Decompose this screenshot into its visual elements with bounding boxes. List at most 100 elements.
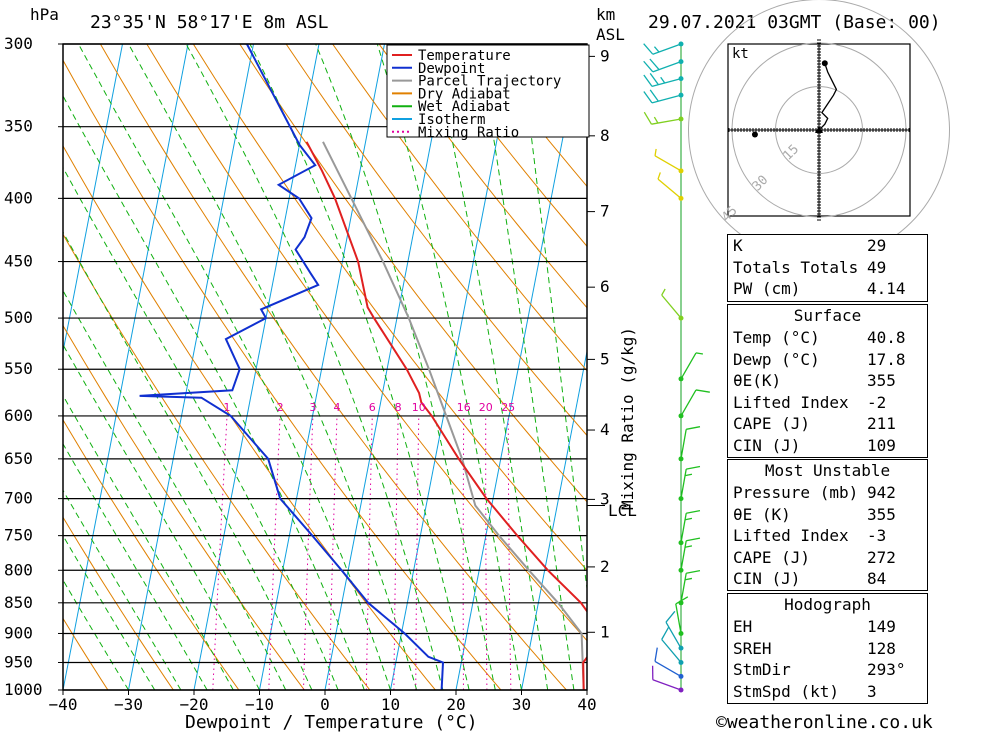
legend-label: Parcel Trajectory: [418, 74, 561, 90]
wind-barb-staff: [654, 660, 682, 677]
row-label: K: [733, 236, 743, 255]
legend-label: Dewpoint: [418, 61, 485, 77]
table-row: CIN (J) 109: [728, 435, 927, 457]
wind-barb-feather: [653, 46, 660, 53]
row-value: 149: [867, 617, 896, 636]
wet-adiabat-line: [315, 44, 496, 690]
dry-adiabat-line: [63, 516, 174, 690]
wind-barb-staff: [661, 294, 682, 319]
height-tick-label: 3: [600, 489, 610, 508]
row-value: 211: [867, 414, 896, 433]
pressure-tick-label: 500: [4, 308, 33, 327]
wind-barb-feather: [684, 577, 693, 581]
row-label: Totals Totals: [733, 257, 859, 277]
temperature-tick-label: −10: [245, 695, 274, 714]
wind-barb-staff: [654, 155, 682, 172]
mixing-ratio-tick-label: 1: [224, 401, 231, 414]
legend-label: Dry Adiabat: [418, 86, 511, 102]
lcl-label: LCL: [608, 501, 637, 520]
hodograph-table-title: Hodograph: [784, 595, 871, 614]
row-label: θE (K): [733, 504, 791, 524]
wet-adiabat-line: [431, 44, 549, 690]
table-row: StmDir 293°: [728, 659, 927, 681]
isotherm-line: [259, 44, 385, 690]
surface-title: Surface: [793, 306, 862, 325]
wind-barb-feather: [686, 537, 701, 542]
hodograph-table: Hodograph EH 149 SREH 128 StmDir 293° StmSpd (…: [727, 593, 928, 704]
pressure-tick-label: 800: [4, 560, 33, 579]
row-label: Pressure (mb): [733, 483, 859, 502]
table-row: Lifted Index -2: [728, 392, 927, 414]
wind-barb-feather: [695, 352, 704, 355]
temperature-axis: −40 −30 −20 −10 0 10 20 30 40: [49, 690, 597, 714]
wind-barb-feather: [675, 596, 689, 605]
dewpoint-line: [139, 44, 445, 690]
wind-barb-feather: [649, 72, 659, 86]
wet-adiabat-line: [78, 44, 391, 690]
row-label: PW (cm): [733, 279, 801, 298]
table-row: Lifted Index -3: [728, 525, 927, 547]
row-label: Temp (°C): [733, 328, 820, 347]
wind-barb-staff: [680, 540, 687, 571]
mixing-ratio-tick-label: 25: [501, 401, 515, 414]
storm-motion-dot: [751, 131, 758, 138]
temperature-tick-label: 40: [577, 695, 596, 714]
wind-barb-feather: [661, 626, 670, 640]
row-value: 49: [867, 257, 887, 277]
row-label: CAPE (J): [733, 547, 811, 567]
isotherm-line: [63, 44, 189, 690]
pressure-tick-label: 650: [4, 449, 33, 468]
dry-adiabat-line: [63, 324, 305, 690]
wet-adiabat-line: [519, 44, 587, 593]
height-tick-label: 1: [600, 622, 610, 641]
wind-barb-staff: [680, 573, 687, 603]
wind-barb-staff: [665, 621, 682, 649]
temperature-tick-label: 0: [320, 695, 330, 714]
wind-barb-staff: [651, 78, 682, 88]
wind-barb-staff: [680, 513, 687, 543]
row-value: 84: [867, 569, 887, 588]
table-row: Totals Totals 49: [728, 257, 927, 279]
datetime-title: 29.07.2021 03GMT (Base: 00): [648, 12, 941, 33]
mixing-ratio-line: [462, 415, 465, 690]
isotherm-line: [455, 44, 582, 690]
legend-label: Wet Adiabat: [418, 99, 511, 115]
dry-adiabat-line: [63, 233, 371, 690]
pressure-tick-label: 550: [4, 359, 33, 378]
row-value: -3: [867, 526, 887, 545]
row-label: StmSpd (kt): [733, 681, 839, 701]
dry-adiabat-line: [425, 44, 587, 248]
x-axis-label: Dewpoint / Temperature (°C): [185, 712, 478, 733]
table-row: CAPE (J) 211: [728, 413, 927, 435]
wet-adiabat-line: [63, 166, 339, 690]
wind-barb-staff: [680, 389, 697, 417]
pressure-tick-label: 900: [4, 623, 33, 642]
location-title: 23°35'N 58°17'E 8m ASL: [90, 12, 329, 33]
row-value: -2: [867, 392, 887, 412]
row-value: 3: [867, 681, 877, 701]
row-label: CAPE (J): [733, 414, 811, 433]
hodograph-trace: [820, 63, 838, 130]
wind-barb-staff: [651, 118, 682, 125]
wind-barb-staff: [652, 60, 682, 73]
isotherm-line: [324, 44, 451, 690]
isotherm-line: [63, 44, 123, 355]
wind-barb-feather: [686, 509, 701, 514]
height-tick-label: 2: [600, 557, 610, 576]
table-row: CIN (J) 84: [728, 568, 927, 590]
height-tick-label: 6: [600, 277, 610, 296]
isotherm-line: [128, 44, 254, 690]
table-row: Temp (°C) 40.8: [728, 327, 927, 349]
dry-adiabat-line: [63, 617, 109, 690]
row-value: 29: [867, 236, 887, 255]
dry-adiabat-line: [332, 44, 587, 372]
wind-barb-staff: [680, 352, 697, 380]
wet-adiabat-line: [63, 94, 365, 690]
most-unstable-table: Most Unstable Pressure (mb) 942 θE (K) 355 L…: [727, 459, 928, 591]
pressure-tick-label: 450: [4, 252, 33, 271]
parcel-trajectory-line: [322, 141, 585, 690]
wind-barb-staff: [652, 679, 682, 691]
mixing-ratio-line: [485, 415, 488, 690]
wind-barb-feather: [684, 545, 693, 548]
temperature-tick-label: −30: [114, 695, 143, 714]
